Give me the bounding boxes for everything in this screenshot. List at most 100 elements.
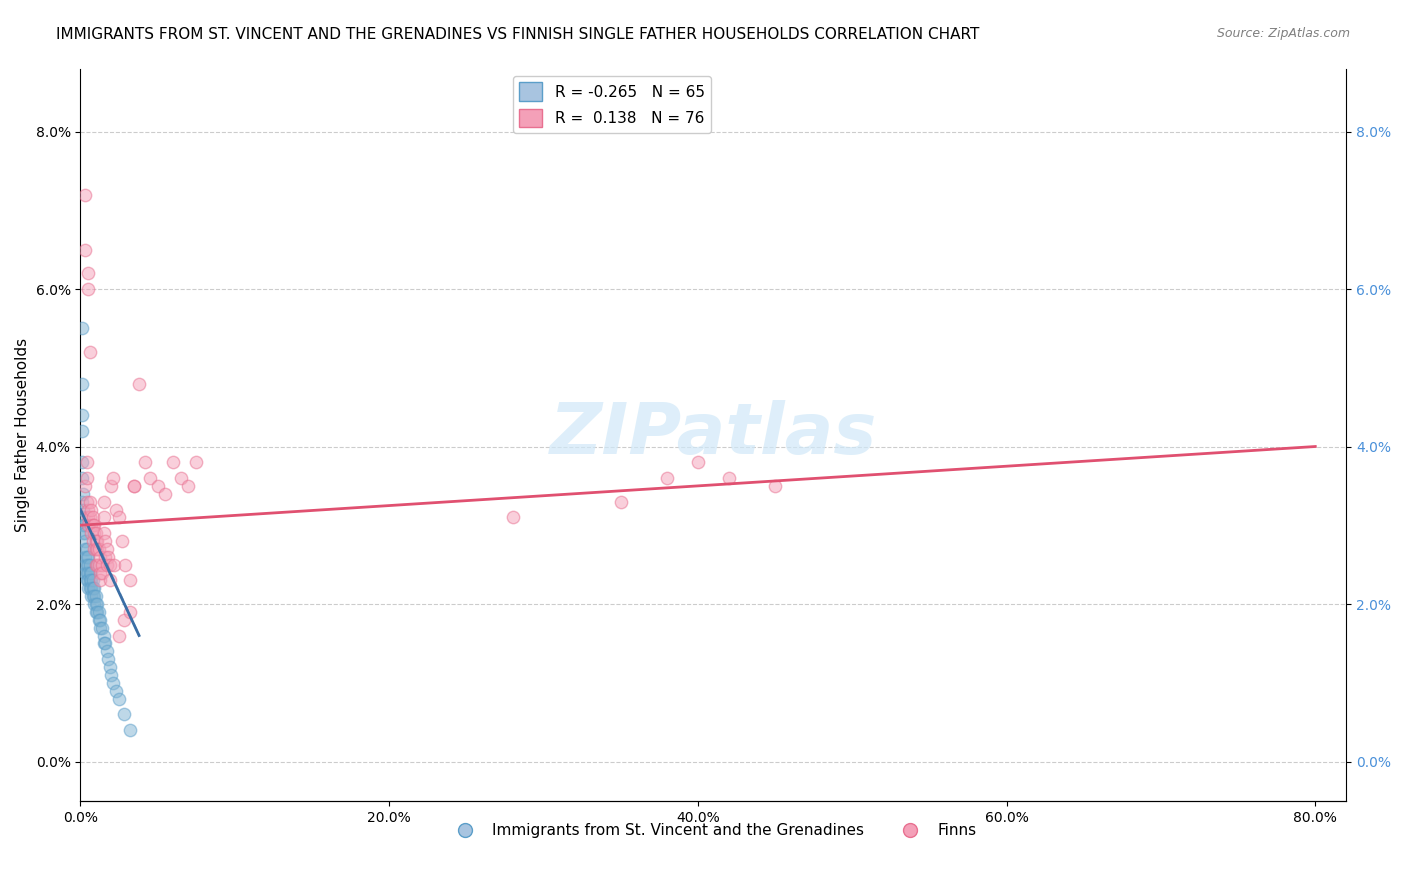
Point	[96, 644, 118, 658]
Point	[80, 589, 103, 603]
Point	[83, 518, 105, 533]
Text: ZIPatlas: ZIPatlas	[550, 401, 877, 469]
Point	[89, 621, 111, 635]
Point	[77, 282, 100, 296]
Point	[87, 613, 110, 627]
Point	[111, 534, 134, 549]
Point	[82, 589, 104, 603]
Point	[84, 589, 107, 603]
Point	[98, 558, 121, 572]
Point	[112, 613, 135, 627]
Point	[94, 549, 117, 564]
Point	[87, 541, 110, 556]
Point	[76, 566, 98, 580]
Point	[124, 479, 146, 493]
Point	[609, 494, 631, 508]
Point	[177, 479, 200, 493]
Point	[128, 376, 150, 391]
Text: Source: ZipAtlas.com: Source: ZipAtlas.com	[1216, 27, 1350, 40]
Point	[91, 566, 114, 580]
Point	[84, 605, 107, 619]
Text: IMMIGRANTS FROM ST. VINCENT AND THE GRENADINES VS FINNISH SINGLE FATHER HOUSEHOL: IMMIGRANTS FROM ST. VINCENT AND THE GREN…	[56, 27, 980, 42]
Point	[79, 558, 101, 572]
Point	[80, 574, 103, 588]
Point	[76, 494, 98, 508]
Point	[79, 574, 101, 588]
Point	[717, 471, 740, 485]
Point	[73, 518, 96, 533]
Point	[77, 549, 100, 564]
Point	[89, 574, 111, 588]
Point	[108, 628, 131, 642]
Point	[83, 589, 105, 603]
Point	[82, 534, 104, 549]
Point	[79, 566, 101, 580]
Point	[139, 471, 162, 485]
Point	[93, 494, 115, 508]
Point	[83, 541, 105, 556]
Point	[162, 455, 184, 469]
Point	[76, 574, 98, 588]
Point	[82, 574, 104, 588]
Point	[80, 581, 103, 595]
Point	[77, 518, 100, 533]
Point	[86, 534, 108, 549]
Point	[118, 723, 141, 737]
Point	[98, 660, 121, 674]
Point	[84, 526, 107, 541]
Point	[84, 558, 107, 572]
Point	[84, 541, 107, 556]
Point	[146, 479, 169, 493]
Point	[72, 502, 94, 516]
Point	[82, 581, 104, 595]
Point	[76, 558, 98, 572]
Point	[86, 605, 108, 619]
Point	[97, 652, 120, 666]
Point	[100, 479, 122, 493]
Point	[108, 691, 131, 706]
Point	[83, 597, 105, 611]
Point	[83, 581, 105, 595]
Point	[89, 549, 111, 564]
Point	[70, 321, 93, 335]
Point	[73, 566, 96, 580]
Point	[73, 243, 96, 257]
Point	[73, 541, 96, 556]
Point	[170, 471, 193, 485]
Point	[79, 510, 101, 524]
Point	[73, 534, 96, 549]
Point	[72, 510, 94, 524]
Point	[76, 541, 98, 556]
Point	[79, 345, 101, 359]
Point	[502, 510, 524, 524]
Point	[93, 636, 115, 650]
Point	[118, 605, 141, 619]
Point	[86, 558, 108, 572]
Point	[686, 455, 709, 469]
Point	[98, 574, 121, 588]
Point	[91, 558, 114, 572]
Point	[134, 455, 156, 469]
Y-axis label: Single Father Households: Single Father Households	[15, 338, 30, 532]
Point	[763, 479, 786, 493]
Point	[114, 558, 136, 572]
Point	[84, 534, 107, 549]
Point	[73, 558, 96, 572]
Point	[82, 518, 104, 533]
Point	[79, 494, 101, 508]
Point	[108, 510, 131, 524]
Point	[73, 187, 96, 202]
Point	[655, 471, 678, 485]
Point	[80, 502, 103, 516]
Point	[82, 510, 104, 524]
Point	[101, 675, 124, 690]
Point	[79, 581, 101, 595]
Point	[70, 455, 93, 469]
Point	[77, 510, 100, 524]
Point	[89, 566, 111, 580]
Point	[70, 471, 93, 485]
Point	[186, 455, 208, 469]
Point	[84, 597, 107, 611]
Point	[94, 534, 117, 549]
Point	[96, 558, 118, 572]
